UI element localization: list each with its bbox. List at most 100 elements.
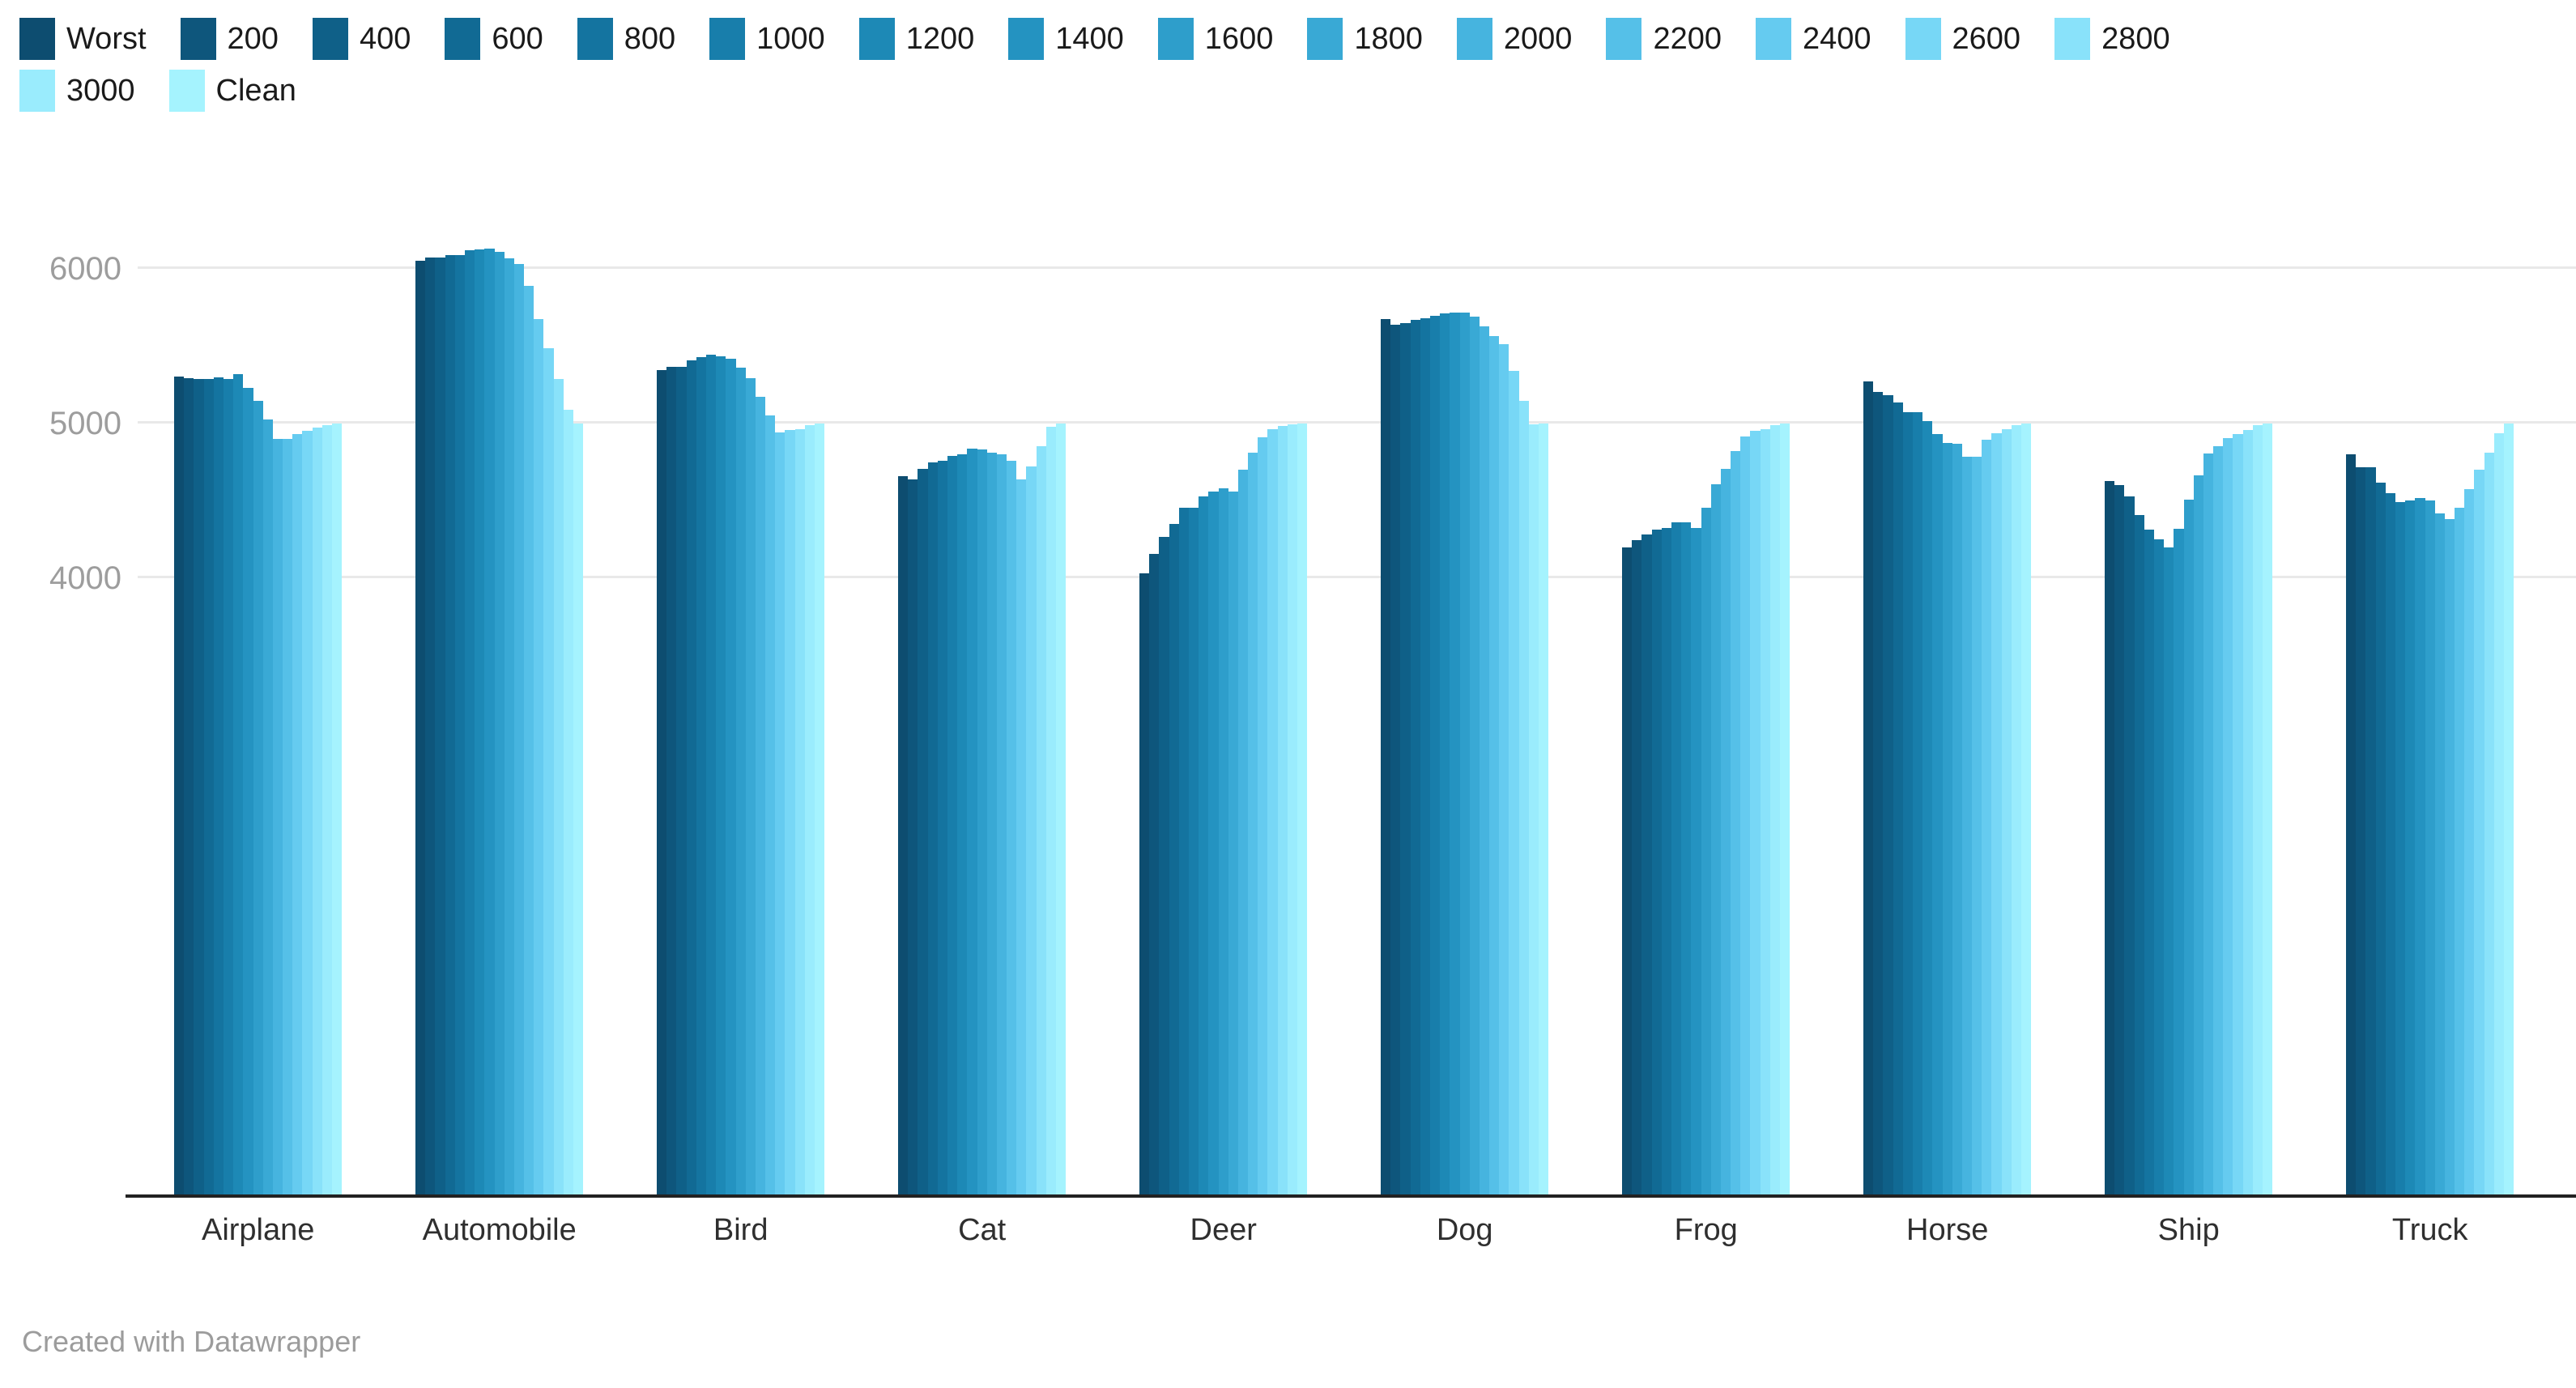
- bar-cat-2200[interactable]: [1007, 460, 1017, 1196]
- bar-dog-400[interactable]: [1400, 322, 1411, 1196]
- bar-bird-200[interactable]: [666, 367, 677, 1196]
- bar-horse-clean[interactable]: [2021, 423, 2032, 1196]
- bar-cat-2000[interactable]: [996, 454, 1007, 1196]
- bar-ship-1800[interactable]: [2193, 475, 2203, 1196]
- bar-frog-2200[interactable]: [1731, 451, 1741, 1196]
- bar-automobile-200[interactable]: [425, 257, 436, 1196]
- bar-dog-1600[interactable]: [1459, 313, 1470, 1196]
- bar-ship-800[interactable]: [2144, 529, 2154, 1196]
- bar-ship-2400[interactable]: [2223, 437, 2233, 1196]
- bar-airplane-1800[interactable]: [262, 419, 273, 1196]
- datawrapper-credit-link[interactable]: Created with Datawrapper: [22, 1325, 361, 1358]
- bar-horse-1000[interactable]: [1912, 411, 1923, 1196]
- bar-frog-1800[interactable]: [1710, 484, 1721, 1196]
- bar-dog-2800[interactable]: [1518, 401, 1529, 1196]
- bar-dog-800[interactable]: [1420, 318, 1430, 1196]
- bar-cat-1800[interactable]: [986, 453, 997, 1196]
- bar-truck-1000[interactable]: [2395, 502, 2406, 1196]
- bar-airplane-600[interactable]: [203, 378, 214, 1196]
- bar-dog-worst[interactable]: [1381, 319, 1391, 1196]
- bar-frog-200[interactable]: [1632, 539, 1642, 1196]
- bar-frog-1000[interactable]: [1671, 522, 1682, 1196]
- bar-deer-1000[interactable]: [1188, 507, 1199, 1196]
- bar-deer-1400[interactable]: [1208, 491, 1219, 1196]
- bar-horse-3000[interactable]: [2011, 424, 2021, 1196]
- bar-deer-1800[interactable]: [1228, 491, 1238, 1196]
- bar-bird-clean[interactable]: [815, 423, 825, 1196]
- bar-deer-clean[interactable]: [1297, 423, 1308, 1196]
- bar-deer-3000[interactable]: [1287, 424, 1297, 1196]
- bar-horse-400[interactable]: [1883, 394, 1893, 1196]
- bar-deer-1600[interactable]: [1218, 488, 1228, 1196]
- bar-automobile-1000[interactable]: [464, 250, 475, 1196]
- bar-truck-200[interactable]: [2356, 467, 2366, 1196]
- bar-automobile-2200[interactable]: [524, 286, 534, 1196]
- bar-deer-1200[interactable]: [1199, 496, 1209, 1196]
- bar-horse-800[interactable]: [1902, 411, 1913, 1196]
- bar-frog-1600[interactable]: [1701, 507, 1711, 1196]
- bar-frog-2400[interactable]: [1740, 436, 1751, 1196]
- bar-deer-800[interactable]: [1178, 507, 1189, 1196]
- bar-airplane-1400[interactable]: [243, 387, 253, 1196]
- bar-automobile-2800[interactable]: [553, 378, 564, 1196]
- bar-automobile-400[interactable]: [435, 257, 445, 1196]
- bar-bird-1000[interactable]: [705, 354, 717, 1196]
- bar-horse-1200[interactable]: [1922, 420, 1933, 1196]
- bar-frog-2800[interactable]: [1760, 428, 1770, 1196]
- bar-automobile-3000[interactable]: [563, 409, 573, 1196]
- bar-automobile-600[interactable]: [445, 254, 455, 1196]
- bar-airplane-2000[interactable]: [272, 438, 283, 1196]
- bar-frog-400[interactable]: [1641, 534, 1652, 1196]
- bar-airplane-200[interactable]: [184, 377, 194, 1196]
- bar-horse-200[interactable]: [1873, 391, 1884, 1196]
- bar-ship-2800[interactable]: [2242, 430, 2253, 1196]
- bar-horse-1600[interactable]: [1942, 442, 1952, 1196]
- bar-horse-1400[interactable]: [1932, 434, 1943, 1196]
- bar-dog-2000[interactable]: [1479, 326, 1490, 1196]
- bar-truck-400[interactable]: [2365, 467, 2376, 1196]
- bar-deer-600[interactable]: [1169, 523, 1179, 1196]
- bar-deer-2200[interactable]: [1248, 453, 1258, 1196]
- bar-dog-200[interactable]: [1390, 324, 1401, 1196]
- bar-automobile-clean[interactable]: [573, 423, 584, 1196]
- bar-airplane-800[interactable]: [213, 377, 224, 1196]
- bar-ship-worst[interactable]: [2105, 481, 2115, 1196]
- bar-deer-2800[interactable]: [1277, 425, 1288, 1196]
- bar-frog-600[interactable]: [1651, 529, 1662, 1196]
- bar-frog-800[interactable]: [1661, 527, 1671, 1196]
- bar-cat-200[interactable]: [908, 479, 918, 1196]
- bar-frog-2600[interactable]: [1750, 431, 1761, 1196]
- bar-automobile-1800[interactable]: [504, 258, 514, 1196]
- bar-ship-1400[interactable]: [2174, 528, 2184, 1196]
- bar-airplane-400[interactable]: [194, 379, 204, 1196]
- bar-cat-800[interactable]: [937, 460, 947, 1196]
- bar-automobile-1400[interactable]: [484, 249, 495, 1196]
- bar-bird-2400[interactable]: [775, 432, 786, 1196]
- bar-bird-1800[interactable]: [745, 377, 756, 1196]
- bar-dog-3000[interactable]: [1528, 424, 1539, 1196]
- bar-bird-3000[interactable]: [804, 424, 815, 1196]
- bar-truck-800[interactable]: [2385, 492, 2395, 1196]
- bar-truck-2000[interactable]: [2444, 519, 2455, 1196]
- bar-cat-2400[interactable]: [1016, 479, 1027, 1196]
- bar-airplane-2800[interactable]: [312, 427, 322, 1196]
- bar-ship-3000[interactable]: [2252, 424, 2263, 1196]
- bar-frog-1200[interactable]: [1681, 522, 1692, 1196]
- bar-bird-2600[interactable]: [785, 430, 795, 1196]
- bar-ship-1000[interactable]: [2153, 539, 2165, 1196]
- bar-automobile-2400[interactable]: [534, 319, 544, 1196]
- bar-airplane-1600[interactable]: [253, 401, 263, 1196]
- bar-ship-400[interactable]: [2124, 496, 2135, 1196]
- bar-truck-clean[interactable]: [2504, 423, 2514, 1196]
- bar-cat-1400[interactable]: [967, 449, 977, 1196]
- bar-ship-2600[interactable]: [2233, 434, 2243, 1196]
- bar-automobile-2600[interactable]: [543, 348, 554, 1196]
- bar-truck-2200[interactable]: [2455, 507, 2465, 1196]
- bar-automobile-2000[interactable]: [513, 264, 525, 1196]
- bar-automobile-800[interactable]: [454, 254, 465, 1196]
- bar-cat-2800[interactable]: [1036, 446, 1046, 1196]
- bar-truck-600[interactable]: [2375, 483, 2386, 1196]
- bar-dog-1800[interactable]: [1469, 317, 1480, 1196]
- bar-dog-1200[interactable]: [1440, 313, 1450, 1196]
- bar-deer-2000[interactable]: [1237, 470, 1249, 1196]
